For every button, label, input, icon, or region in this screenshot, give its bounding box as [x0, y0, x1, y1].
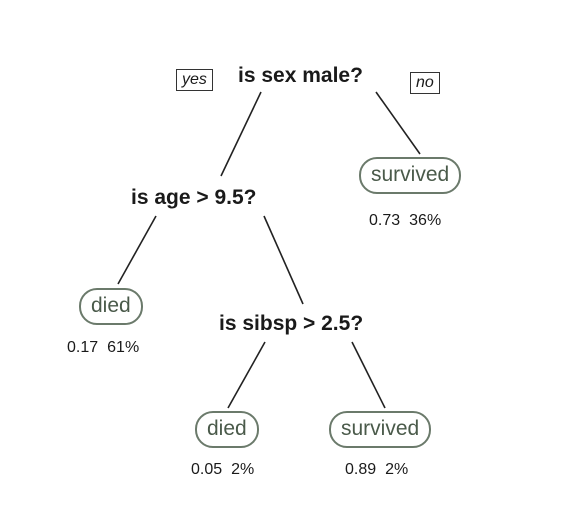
- leaf-prob: 0.89: [345, 461, 377, 478]
- leaf-died-male-older: died: [79, 288, 143, 325]
- leaf-pct: 2%: [231, 461, 255, 478]
- leaf-died-boy-many-sibs: died: [195, 411, 259, 448]
- leaf-stats-male-older: 0.17 61%: [67, 339, 139, 357]
- edge-root-to-age: [220, 91, 262, 177]
- no-branch-label: no: [410, 72, 440, 94]
- root-question: is sex male?: [238, 64, 363, 87]
- edge-age-to-died: [117, 215, 157, 285]
- edge-root-to-survived: [375, 91, 421, 155]
- leaf-pct: 61%: [107, 339, 140, 356]
- leaf-survived-boy-few-sibs: survived: [329, 411, 432, 448]
- leaf-stats-boy-few-sibs: 0.89 2%: [345, 461, 408, 479]
- leaf-prob: 0.05: [191, 461, 223, 478]
- leaf-prob: 0.17: [67, 339, 99, 356]
- leaf-pct: 36%: [409, 212, 442, 229]
- edge-age-to-sibsp: [263, 215, 304, 305]
- edge-sibsp-to-died: [227, 341, 266, 409]
- leaf-stats-boy-many-sibs: 0.05 2%: [191, 461, 254, 479]
- leaf-survived-female: survived: [359, 157, 462, 194]
- leaf-stats-female: 0.73 36%: [369, 212, 441, 230]
- leaf-pct: 2%: [385, 461, 409, 478]
- sibsp-question: is sibsp > 2.5?: [219, 312, 364, 335]
- leaf-prob: 0.73: [369, 212, 401, 229]
- edge-sibsp-to-survived: [351, 341, 386, 409]
- yes-branch-label: yes: [176, 69, 213, 91]
- age-question: is age > 9.5?: [131, 186, 257, 209]
